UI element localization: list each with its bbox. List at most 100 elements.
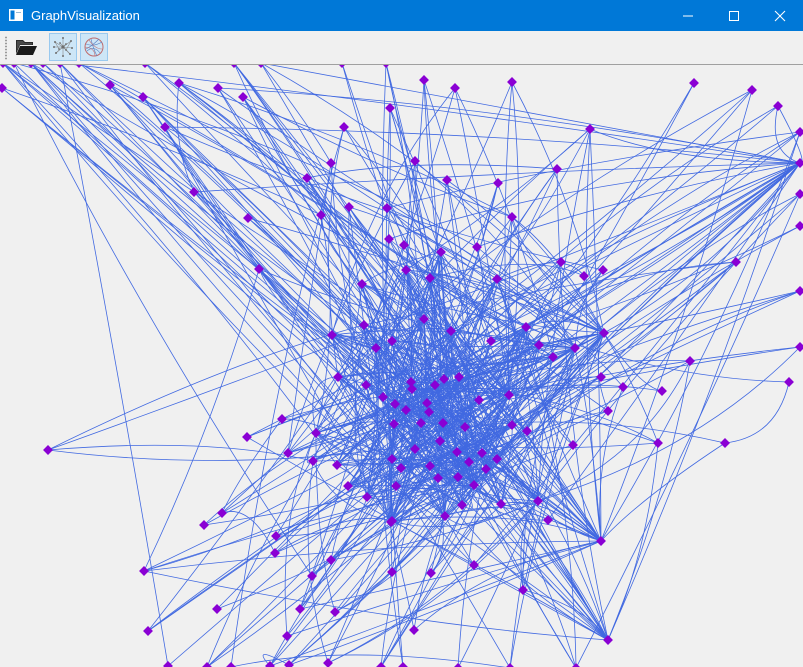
- graph-node[interactable]: [307, 571, 317, 581]
- graph-node[interactable]: [327, 330, 337, 340]
- graph-node[interactable]: [407, 384, 417, 394]
- graph-node[interactable]: [43, 445, 53, 455]
- graph-node[interactable]: [140, 65, 150, 68]
- graph-node[interactable]: [481, 464, 491, 474]
- graph-node[interactable]: [270, 548, 280, 558]
- graph-node[interactable]: [409, 625, 419, 635]
- graph-node[interactable]: [139, 566, 149, 576]
- graph-node[interactable]: [685, 356, 695, 366]
- graph-node[interactable]: [424, 407, 434, 417]
- graph-node[interactable]: [416, 418, 426, 428]
- graph-node[interactable]: [396, 463, 406, 473]
- graph-node[interactable]: [493, 178, 503, 188]
- graph-node[interactable]: [390, 399, 400, 409]
- graph-node[interactable]: [406, 377, 416, 387]
- graph-node[interactable]: [453, 472, 463, 482]
- graph-node[interactable]: [474, 395, 484, 405]
- graph-node[interactable]: [435, 436, 445, 446]
- graph-node[interactable]: [202, 662, 212, 667]
- graph-node[interactable]: [795, 189, 803, 199]
- graph-node[interactable]: [265, 661, 275, 667]
- graph-node[interactable]: [436, 247, 446, 257]
- graph-node[interactable]: [410, 444, 420, 454]
- graph-node[interactable]: [213, 83, 223, 93]
- graph-node[interactable]: [464, 457, 474, 467]
- graph-view[interactable]: [0, 65, 803, 667]
- open-file-button[interactable]: [12, 33, 40, 61]
- graph-node[interactable]: [543, 515, 553, 525]
- graph-node[interactable]: [472, 242, 482, 252]
- graph-node[interactable]: [534, 340, 544, 350]
- graph-node[interactable]: [226, 662, 236, 667]
- graph-node[interactable]: [359, 320, 369, 330]
- graph-node[interactable]: [387, 516, 397, 526]
- graph-node[interactable]: [507, 212, 517, 222]
- graph-node[interactable]: [689, 78, 699, 88]
- graph-node[interactable]: [419, 75, 429, 85]
- graph-node[interactable]: [160, 122, 170, 132]
- graph-node[interactable]: [332, 460, 342, 470]
- graph-node[interactable]: [362, 492, 372, 502]
- graph-node[interactable]: [343, 481, 353, 491]
- graph-node[interactable]: [442, 175, 452, 185]
- graph-node[interactable]: [295, 604, 305, 614]
- graph-node[interactable]: [330, 607, 340, 617]
- graph-node[interactable]: [548, 352, 558, 362]
- graph-node[interactable]: [579, 271, 589, 281]
- graph-node[interactable]: [243, 213, 253, 223]
- graph-node[interactable]: [344, 202, 354, 212]
- graph-node[interactable]: [308, 456, 318, 466]
- graph-node[interactable]: [492, 454, 502, 464]
- graph-node[interactable]: [323, 658, 333, 667]
- graph-node[interactable]: [747, 85, 757, 95]
- graph-node[interactable]: [389, 419, 399, 429]
- graph-node[interactable]: [469, 480, 479, 490]
- graph-node[interactable]: [795, 286, 803, 296]
- graph-node[interactable]: [143, 626, 153, 636]
- graph-node[interactable]: [433, 473, 443, 483]
- graph-node[interactable]: [454, 372, 464, 382]
- graph-node[interactable]: [283, 448, 293, 458]
- graph-node[interactable]: [242, 432, 252, 442]
- graph-canvas[interactable]: [0, 64, 803, 667]
- graph-node[interactable]: [277, 414, 287, 424]
- graph-node[interactable]: [199, 520, 209, 530]
- graph-node[interactable]: [795, 127, 803, 137]
- graph-node[interactable]: [163, 661, 173, 667]
- graph-node[interactable]: [507, 77, 517, 87]
- graph-node[interactable]: [438, 418, 448, 428]
- graph-node[interactable]: [337, 65, 347, 68]
- graph-node[interactable]: [271, 531, 281, 541]
- close-button[interactable]: [757, 0, 803, 31]
- graph-node[interactable]: [446, 326, 456, 336]
- graph-node[interactable]: [189, 187, 199, 197]
- graph-node[interactable]: [440, 511, 450, 521]
- graph-node[interactable]: [556, 257, 566, 267]
- graph-node[interactable]: [784, 377, 794, 387]
- graph-node[interactable]: [361, 380, 371, 390]
- graph-node[interactable]: [333, 372, 343, 382]
- graph-node[interactable]: [522, 426, 532, 436]
- title-bar[interactable]: GraphVisualization: [0, 0, 803, 31]
- graph-node[interactable]: [384, 234, 394, 244]
- graph-node[interactable]: [773, 101, 783, 111]
- graph-node[interactable]: [603, 635, 613, 645]
- graph-node[interactable]: [568, 440, 578, 450]
- graph-node[interactable]: [552, 164, 562, 174]
- graph-node[interactable]: [378, 392, 388, 402]
- graph-node[interactable]: [399, 240, 409, 250]
- graph-node[interactable]: [596, 372, 606, 382]
- graph-node[interactable]: [387, 454, 397, 464]
- graph-node[interactable]: [653, 438, 663, 448]
- graph-node[interactable]: [469, 560, 479, 570]
- graph-node[interactable]: [398, 662, 408, 667]
- graph-node[interactable]: [657, 386, 667, 396]
- graph-node[interactable]: [453, 663, 463, 667]
- graph-node[interactable]: [570, 343, 580, 353]
- graph-node[interactable]: [410, 156, 420, 166]
- graph-node[interactable]: [795, 221, 803, 231]
- graph-node[interactable]: [229, 65, 239, 68]
- graph-node[interactable]: [496, 499, 506, 509]
- force-layout-button[interactable]: [49, 33, 77, 61]
- graph-node[interactable]: [284, 660, 294, 667]
